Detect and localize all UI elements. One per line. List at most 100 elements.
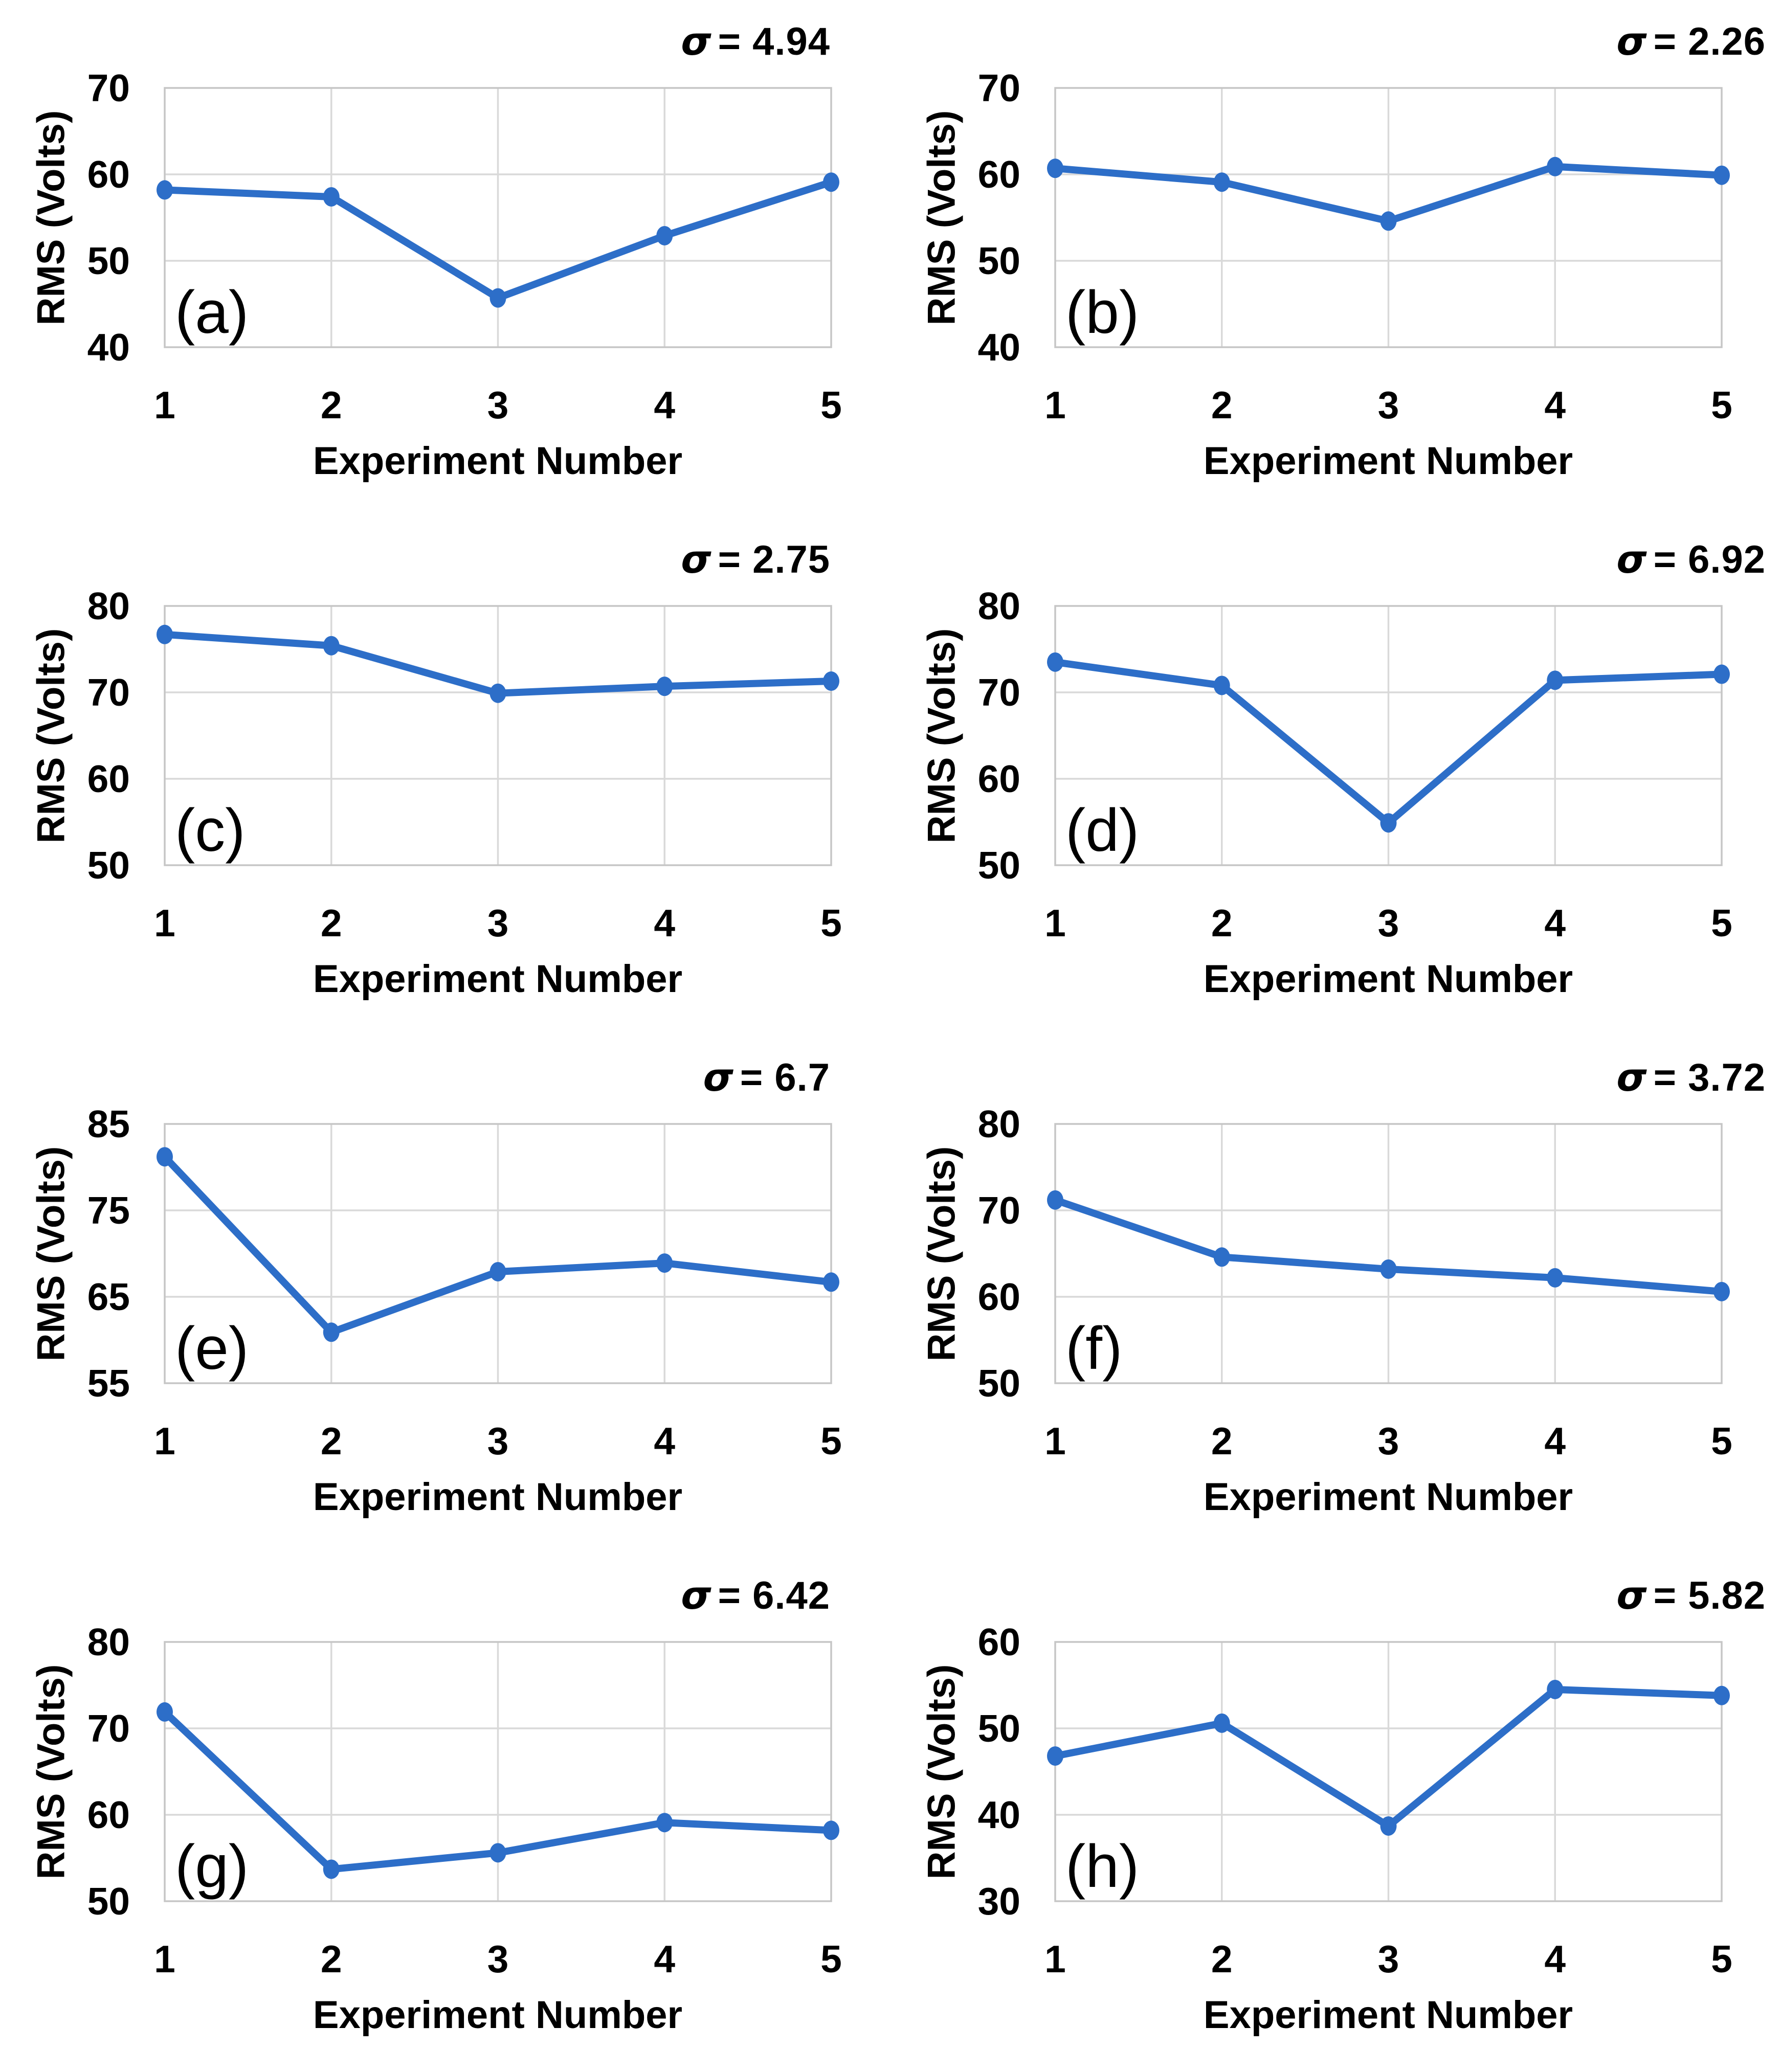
y-tick-label: 60	[978, 153, 1020, 196]
y-tick-label: 50	[87, 239, 130, 282]
x-tick-label: 3	[1378, 902, 1399, 944]
x-axis-title: Experiment Number	[313, 957, 683, 1001]
y-tick-label: 60	[978, 1275, 1020, 1318]
x-axis-title: Experiment Number	[1203, 957, 1573, 1001]
sigma-symbol: σ	[1616, 18, 1648, 64]
y-axis-title: RMS (Volts)	[920, 628, 964, 844]
sigma-symbol: σ	[1616, 1572, 1648, 1618]
y-tick-label: 50	[87, 844, 130, 887]
y-tick-label: 50	[978, 1362, 1020, 1405]
panel-letter: (d)	[1065, 797, 1140, 864]
sigma-value: = 6.92	[1653, 538, 1766, 581]
panel-letter: (h)	[1065, 1833, 1140, 1900]
x-tick-label: 1	[1044, 384, 1066, 426]
plot-border	[164, 1123, 832, 1384]
line-plot-h: 30 40 50 60 1 2 3 4 5	[978, 1620, 1732, 1980]
y-tick-label: 40	[978, 1793, 1020, 1836]
x-tick-label: 3	[487, 1938, 509, 1980]
x-tick-label: 5	[1711, 902, 1732, 944]
y-tick-label: 80	[87, 1620, 130, 1663]
data-point	[1713, 664, 1730, 684]
data-point	[157, 624, 173, 644]
x-tick-label: 5	[820, 1938, 842, 1980]
y-tick-label: 40	[978, 326, 1020, 369]
y-tick-label: 50	[87, 1880, 130, 1923]
x-tick-label: 5	[820, 384, 842, 426]
sigma-symbol: σ	[681, 536, 712, 582]
data-point	[656, 1253, 673, 1273]
sigma-annotation: σ = 4.94	[681, 18, 830, 64]
data-point	[1213, 675, 1230, 695]
data-point	[823, 172, 839, 192]
sigma-annotation: σ = 2.26	[1616, 18, 1766, 64]
data-point	[656, 226, 673, 245]
sigma-value: = 6.7	[740, 1056, 830, 1099]
x-axis-title: Experiment Number	[313, 1993, 683, 2037]
data-point	[323, 187, 340, 207]
data-point	[656, 677, 673, 696]
x-tick-label: 4	[1544, 902, 1566, 944]
chart-panel-h: 30 40 50 60 1 2 3 4 5 σ = 5.82 RMS (Volts) (h) Ex…	[891, 1554, 1781, 2072]
y-tick-label: 50	[978, 239, 1020, 282]
data-point	[1547, 670, 1564, 690]
x-tick-label: 2	[321, 902, 342, 944]
sigma-annotation: σ = 6.92	[1616, 536, 1766, 582]
data-point	[1380, 1259, 1397, 1279]
plot-border	[1054, 87, 1723, 348]
x-tick-label: 2	[321, 384, 342, 426]
sigma-annotation: σ = 6.42	[681, 1572, 830, 1618]
data-point	[1380, 1816, 1397, 1836]
plot-border	[1054, 1123, 1723, 1384]
x-tick-label: 1	[1044, 902, 1066, 944]
plot-border	[1054, 605, 1723, 866]
x-tick-label: 4	[654, 902, 675, 944]
x-tick-label: 1	[154, 384, 175, 426]
chart-panel-c: 50 60 70 80 1 2 3 4 5 σ = 2.75 RMS (Volts) (c) Ex…	[0, 518, 891, 1036]
sigma-symbol: σ	[1616, 536, 1648, 582]
y-tick-label: 30	[978, 1880, 1020, 1923]
chart-panel-a: 40 50 60 70 1 2 3 4 5 σ = 4.94 RMS (Volts) (a) Ex…	[0, 0, 891, 518]
x-axis-title: Experiment Number	[313, 1475, 683, 1519]
y-tick-label: 60	[978, 1620, 1020, 1663]
sigma-annotation: σ = 5.82	[1616, 1572, 1766, 1618]
x-tick-label: 3	[487, 1420, 509, 1462]
sigma-value: = 4.94	[718, 20, 830, 63]
sigma-annotation: σ = 3.72	[1616, 1054, 1766, 1100]
y-tick-label: 70	[978, 66, 1020, 109]
data-point	[489, 1262, 506, 1281]
y-tick-label: 80	[978, 1102, 1020, 1145]
y-tick-label: 60	[87, 1793, 130, 1836]
panel-letter: (g)	[175, 1833, 249, 1900]
data-point	[1213, 172, 1230, 192]
panel-letter: (a)	[175, 279, 249, 346]
line-plot-b: 40 50 60 70 1 2 3 4 5	[978, 66, 1732, 426]
data-point	[823, 1820, 839, 1840]
y-axis-title: RMS (Volts)	[920, 1146, 964, 1362]
chart-panel-b: 40 50 60 70 1 2 3 4 5 σ = 2.26 RMS (Volts) (b) Ex…	[891, 0, 1781, 518]
y-tick-label: 80	[978, 584, 1020, 627]
y-tick-label: 60	[87, 153, 130, 196]
x-tick-label: 1	[154, 1420, 175, 1462]
line-plot-e: 55 65 75 85 1 2 3 4 5	[87, 1102, 842, 1462]
data-point	[1213, 1247, 1230, 1267]
y-tick-label: 80	[87, 584, 130, 627]
panel-letter: (c)	[175, 797, 246, 864]
y-axis-title: RMS (Volts)	[920, 1664, 964, 1880]
x-tick-label: 5	[1711, 384, 1732, 426]
data-point	[1380, 813, 1397, 833]
y-tick-label: 55	[87, 1362, 130, 1405]
x-tick-label: 4	[1544, 1420, 1566, 1462]
line-plot-d: 50 60 70 80 1 2 3 4 5	[978, 584, 1732, 944]
y-tick-label: 70	[87, 1707, 130, 1750]
x-tick-label: 4	[654, 1420, 675, 1462]
data-point	[323, 1859, 340, 1879]
x-tick-label: 4	[1544, 384, 1566, 426]
x-tick-label: 2	[1211, 902, 1233, 944]
y-axis-title: RMS (Volts)	[29, 1146, 73, 1362]
x-tick-label: 4	[654, 1938, 675, 1980]
y-axis-title: RMS (Volts)	[920, 110, 964, 326]
data-point	[1213, 1713, 1230, 1733]
sigma-value: = 2.26	[1653, 20, 1766, 63]
data-point	[1047, 652, 1063, 672]
